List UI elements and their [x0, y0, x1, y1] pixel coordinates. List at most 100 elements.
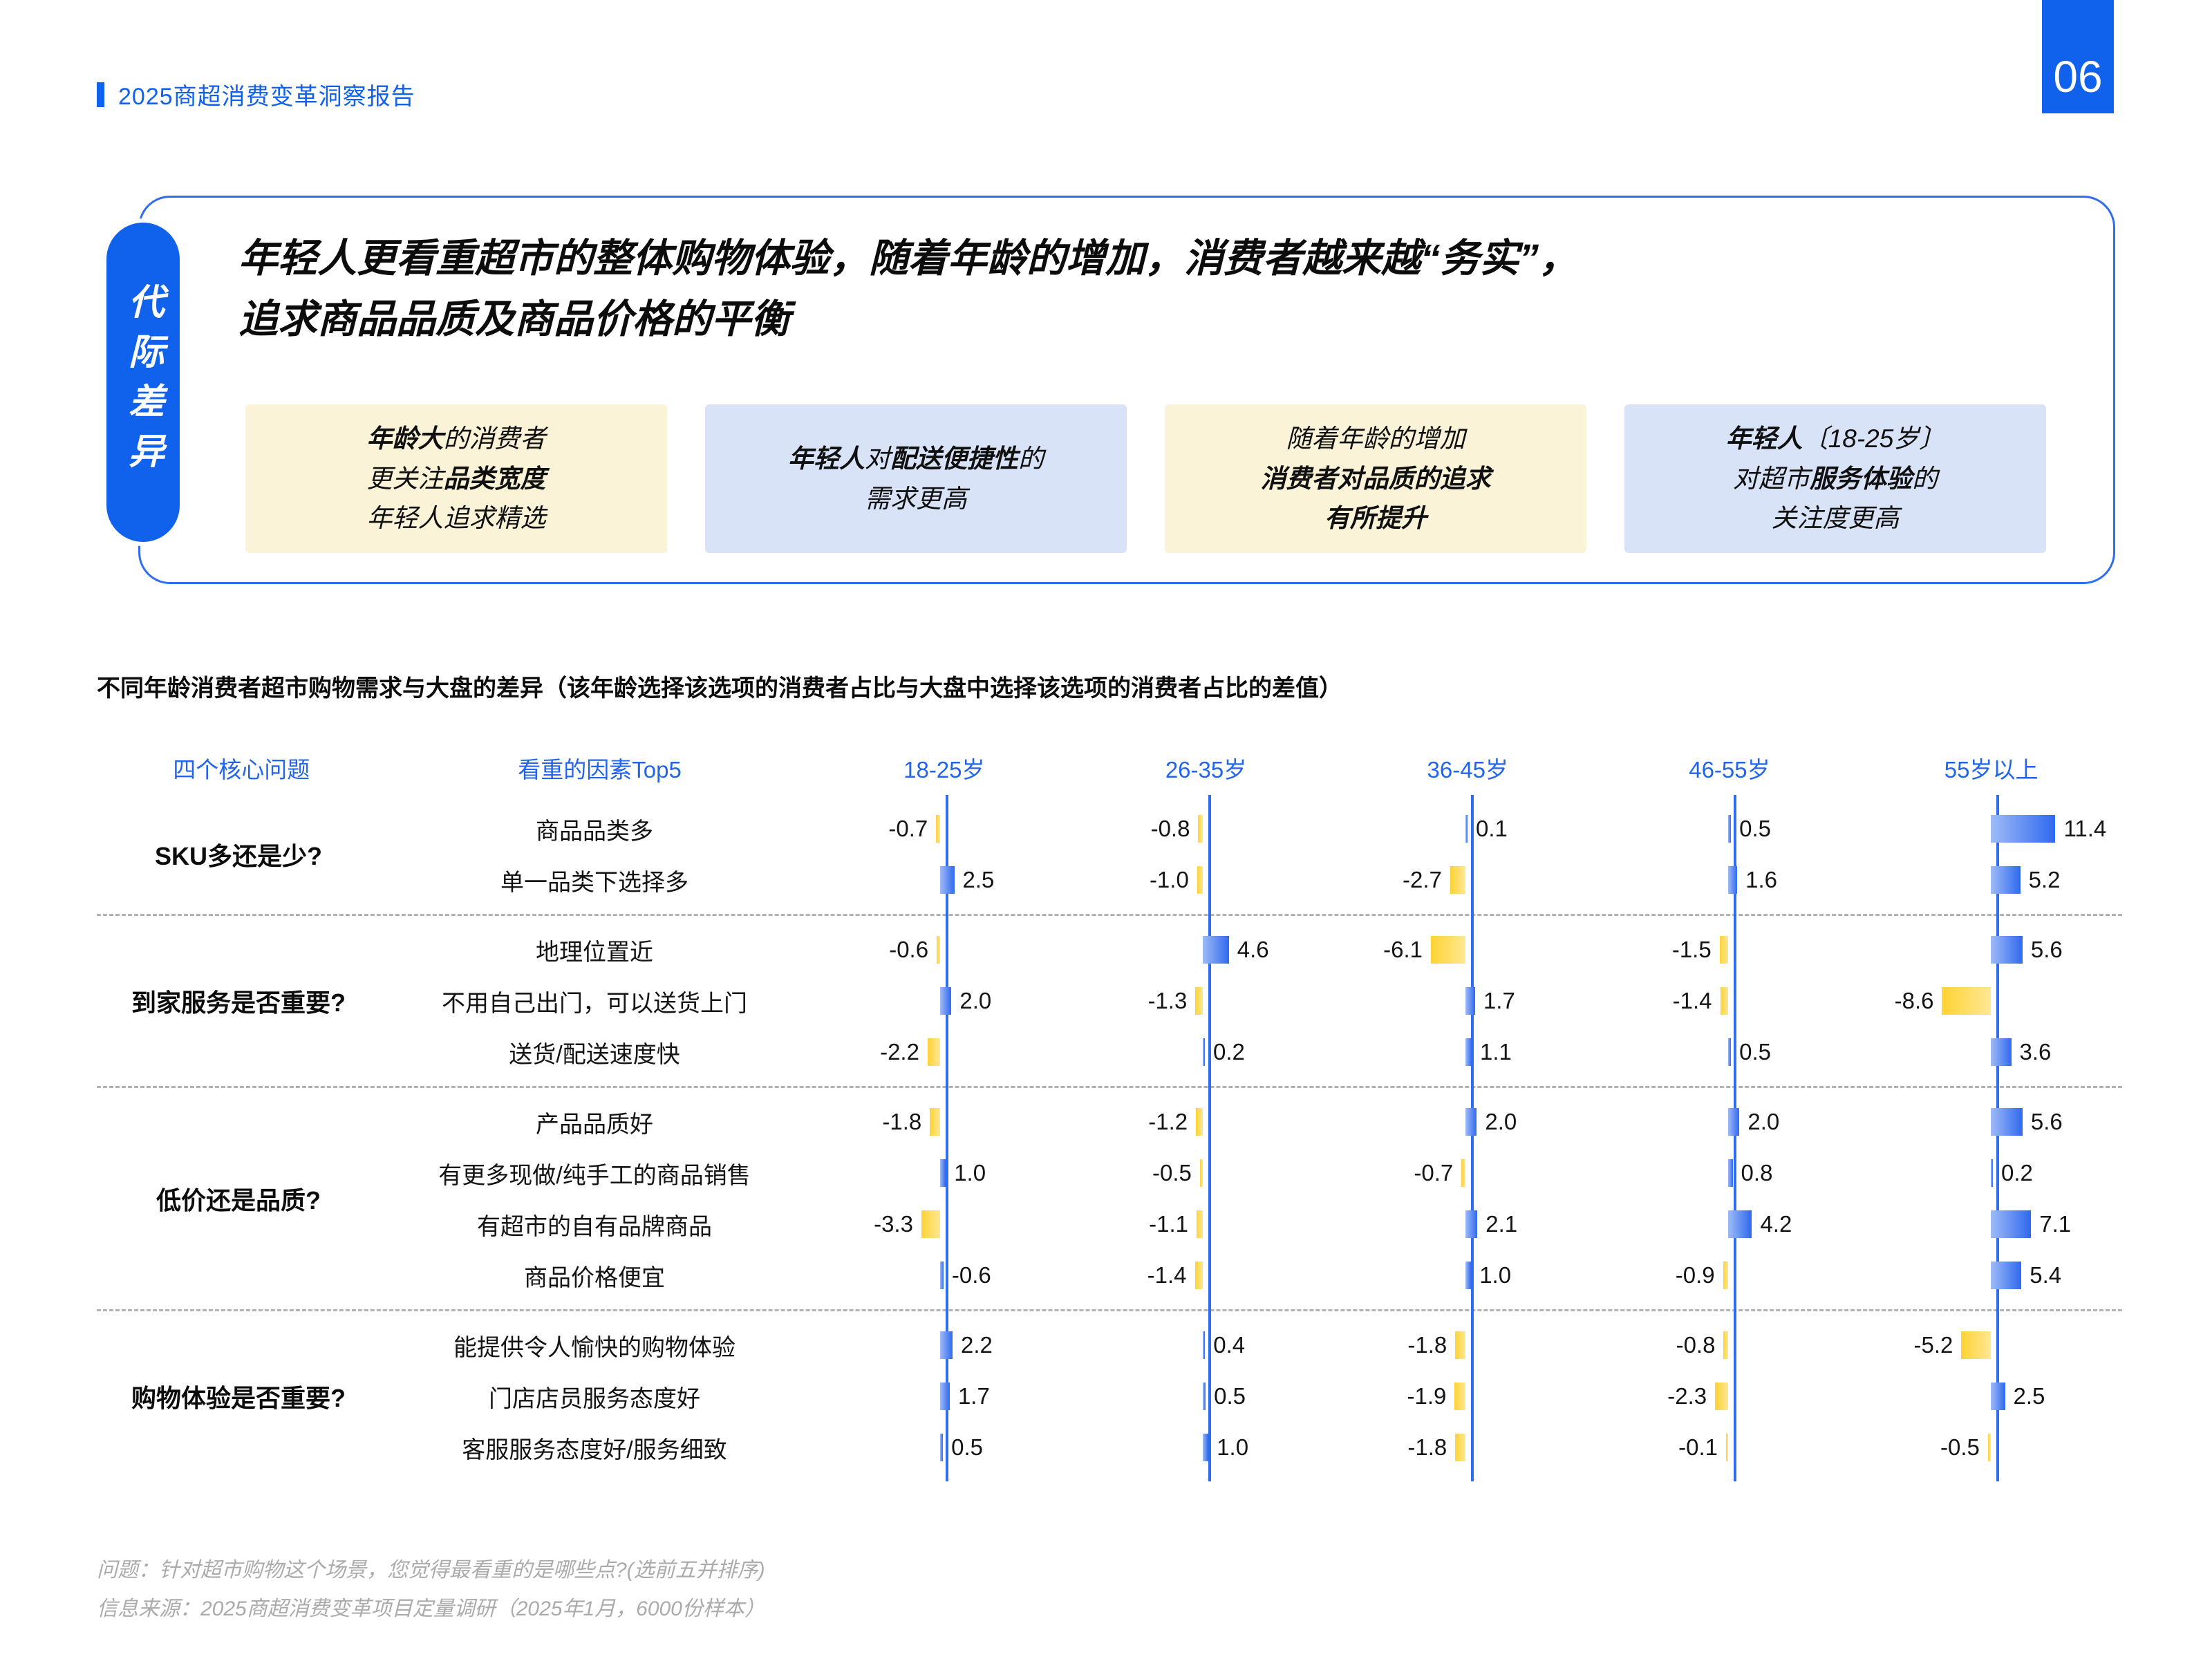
diverging-bar [1991, 1038, 2012, 1066]
bar-cell: -1.4 [1597, 975, 1859, 1027]
diverging-bar [1195, 987, 1203, 1015]
bar-cell: -5.2 [1859, 1320, 2122, 1371]
diverging-bar [1454, 1382, 1465, 1410]
factor-row: 门店店员服务态度好 1.7 0.5 -1.9 -2.3 2.5 [380, 1371, 2122, 1422]
value-label: -8.6 [1894, 988, 1934, 1013]
value-label: -1.4 [1672, 988, 1712, 1013]
bar-cell: -2.7 [1334, 854, 1597, 906]
value-label: 1.7 [1483, 988, 1515, 1013]
value-label: -2.3 [1667, 1383, 1707, 1409]
value-label: -1.1 [1149, 1211, 1188, 1237]
factor-row: 商品品类多 -0.7 -0.8 0.1 0.5 11.4 [380, 803, 2122, 854]
callout-card: 年轻人对配送便捷性的 需求更高 [705, 404, 1127, 553]
value-label: -0.9 [1675, 1262, 1715, 1288]
factor-rows: 产品品质好 -1.8 -1.2 2.0 2.0 5.6 有更多现做/纯手工的商品销售 1.0 -… [380, 1096, 2122, 1301]
value-label: -5.2 [1913, 1332, 1953, 1358]
bar-cell: 5.6 [1859, 1096, 2122, 1147]
factor-row: 能提供令人愉快的购物体验 2.2 0.4 -1.8 -0.8 -5.2 [380, 1320, 2122, 1371]
factor-label: 地理位置近 [536, 939, 653, 966]
callout-text: 服务体验 [1810, 464, 1912, 493]
value-label: 2.5 [2013, 1383, 2045, 1409]
diverging-bar [1203, 1038, 1205, 1066]
value-label: 0.5 [951, 1434, 983, 1460]
bar-cell: 2.2 [809, 1320, 1071, 1371]
value-label: 5.2 [2028, 867, 2061, 892]
bar-cell: -0.5 [1071, 1147, 1334, 1199]
value-label: 2.5 [962, 867, 995, 892]
diverging-bar [1991, 866, 2021, 894]
diverging-bar [1991, 1262, 2022, 1289]
bar-cell: -3.3 [809, 1199, 1071, 1250]
bar-cell: -1.5 [1597, 924, 1859, 975]
callout-text: 对 [865, 444, 890, 474]
callout-line: 年轻人追求精选 [256, 498, 656, 538]
title-accent-bar-icon [97, 82, 104, 107]
value-label: -0.1 [1678, 1434, 1718, 1460]
bar-cell: -2.2 [809, 1027, 1071, 1078]
value-label: 5.6 [2030, 1109, 2063, 1134]
value-label: -0.5 [1940, 1434, 1980, 1460]
page-number-badge: 06 [2042, 0, 2114, 113]
bar-cell: -0.7 [1334, 1147, 1597, 1199]
diverging-bar [1991, 815, 2056, 843]
callout-text: 随着年龄的增加 [1286, 424, 1465, 453]
diverging-bar [1455, 1331, 1465, 1359]
value-label: 1.0 [1217, 1434, 1249, 1460]
factor-row: 送货/配送速度快 -2.2 0.2 1.1 0.5 3.6 [380, 1027, 2122, 1078]
value-label: 0.5 [1739, 816, 1771, 841]
diverging-bar [1723, 1331, 1728, 1359]
diverging-bar [1197, 866, 1203, 894]
question-group: SKU多还是少? 商品品类多 -0.7 -0.8 0.1 0.5 11.4 单一品类下选择多 2… [97, 795, 2122, 916]
bar-cell: -0.7 [809, 803, 1071, 854]
value-label: 1.0 [954, 1160, 986, 1185]
bar-cell: 1.1 [1334, 1027, 1597, 1078]
callout-text: 年龄大 [366, 424, 444, 453]
bar-cell: -2.3 [1597, 1371, 1859, 1422]
hero-headline: 年轻人更看重超市的整体购物体验，随着年龄的增加，消费者越来越“务实”， 追求商品… [238, 228, 2077, 350]
report-title: 2025商超消费变革洞察报告 [118, 84, 415, 110]
callout-line: 随着年龄的增加 [1176, 419, 1575, 458]
value-label: -3.3 [874, 1211, 913, 1237]
value-label: 0.2 [1213, 1039, 1245, 1065]
factor-label: 有超市的自有品牌商品 [477, 1213, 712, 1240]
callout-line: 有所提升 [1176, 498, 1575, 538]
bar-cell: 0.5 [1597, 803, 1859, 854]
question-group: 购物体验是否重要? 能提供令人愉快的购物体验 2.2 0.4 -1.8 -0.8 -5.2 门… [97, 1311, 2122, 1481]
value-label: -0.5 [1152, 1160, 1192, 1185]
diverging-bar [1196, 1108, 1203, 1136]
callout-line: 对超市服务体验的 [1635, 459, 2035, 498]
footnote-question: 问题：针对超市购物这个场景，您觉得最看重的是哪些点?(选前五并排序) [97, 1559, 765, 1582]
factor-rows: 商品品类多 -0.7 -0.8 0.1 0.5 11.4 单一品类下选择多 2.5 -1.0 -2… [380, 803, 2122, 906]
column-header-age: 18-25岁 [903, 757, 985, 782]
value-label: 4.6 [1237, 937, 1269, 962]
factor-label: 产品品质好 [536, 1111, 653, 1138]
factor-row: 有超市的自有品牌商品 -3.3 -1.1 2.1 4.2 7.1 [380, 1199, 2122, 1250]
bar-cell: 1.6 [1597, 854, 1859, 906]
callout-text: 的 [1912, 464, 1938, 493]
callout-line: 年轻人〔18-25岁〕 [1635, 419, 2035, 458]
value-label: -1.3 [1147, 988, 1188, 1013]
chart-header-row: 四个核心问题 看重的因素Top5 18-25岁 26-35岁 36-45岁 46-55岁 5… [97, 741, 2122, 795]
value-label: 1.0 [1479, 1262, 1512, 1288]
diverging-bar [1987, 1434, 1991, 1461]
value-label: -1.8 [1407, 1332, 1447, 1358]
diverging-bar [1991, 1382, 2005, 1410]
diverging-bar [1728, 1108, 1740, 1136]
value-label: 0.2 [2001, 1160, 2033, 1185]
value-label: -1.9 [1407, 1383, 1447, 1409]
diverging-bar [1728, 1159, 1733, 1187]
callout-line: 消费者对品质的追求 [1176, 459, 1575, 498]
value-label: 4.2 [1760, 1211, 1792, 1237]
callout-row: 年龄大的消费者 更关注品类宽度 年轻人追求精选 年轻人对配送便捷性的 需求更高 随着年龄的… [245, 404, 2046, 553]
diverging-bar [1194, 1262, 1203, 1289]
factor-row: 地理位置近 -0.6 4.6 -6.1 -1.5 5.6 [380, 924, 2122, 975]
diverging-bar [1465, 1262, 1472, 1289]
axis-line [1734, 795, 1736, 1481]
diverging-bar [1723, 1262, 1728, 1289]
bar-cell: 1.0 [809, 1147, 1071, 1199]
chart-body: SKU多还是少? 商品品类多 -0.7 -0.8 0.1 0.5 11.4 单一品类下选择多 2… [97, 795, 2122, 1481]
value-label: -1.2 [1148, 1109, 1188, 1134]
value-label: -2.7 [1403, 867, 1442, 892]
factor-row: 产品品质好 -1.8 -1.2 2.0 2.0 5.6 [380, 1096, 2122, 1147]
value-label: 7.1 [2039, 1211, 2072, 1237]
